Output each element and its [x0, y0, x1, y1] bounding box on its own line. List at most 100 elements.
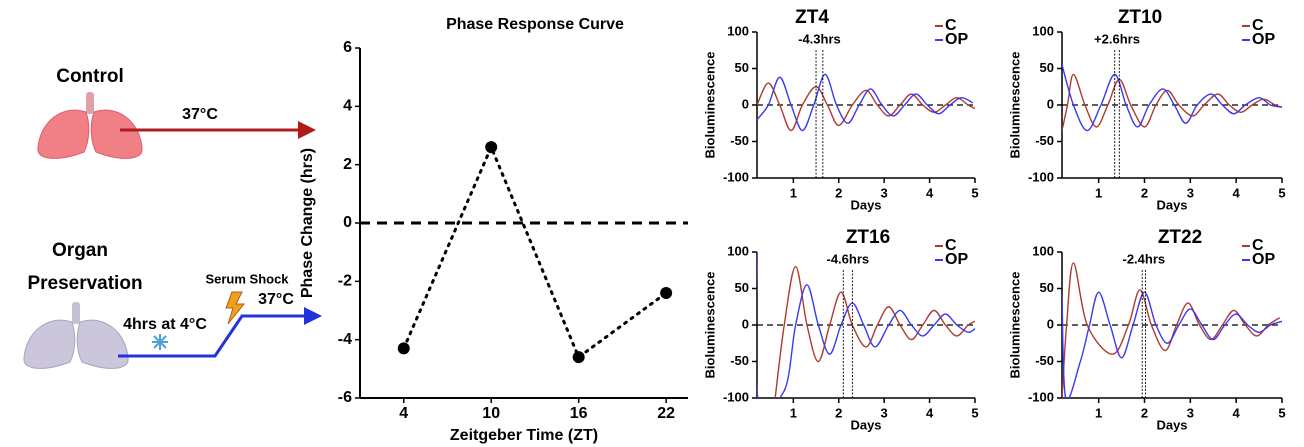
x-tick-label: 3: [881, 405, 888, 420]
y-tick-label: 0: [742, 96, 749, 111]
x-tick-label: 5: [1278, 185, 1285, 200]
series-line: [774, 265, 975, 398]
x-tick-label: 4: [1233, 405, 1241, 420]
snowflake-icon: [152, 334, 168, 350]
x-tick-label: 5: [1278, 405, 1285, 420]
x-tick-label: 22: [657, 405, 675, 422]
point: [660, 287, 673, 299]
legend-label: OP: [1252, 31, 1275, 48]
point: [572, 351, 585, 364]
x-tick-label: 16: [570, 405, 588, 422]
y-tick-label: 6: [343, 39, 352, 56]
x-tick-label: 3: [1187, 185, 1194, 200]
x-tick-label: 1: [790, 185, 797, 200]
x-tick-label: 10: [482, 405, 500, 422]
x-axis-label: Days: [1156, 417, 1187, 432]
x-tick-label: 1: [790, 405, 797, 420]
series-line: [1062, 291, 1282, 398]
annotation: -4.6hrs: [827, 251, 870, 266]
y-axis-label: Bioluminescence: [702, 272, 717, 379]
y-tick-label: 50: [1040, 280, 1054, 295]
legend-label: C: [945, 237, 957, 254]
y-axis-label: Bioluminescence: [1007, 272, 1022, 379]
arrow-head: [304, 307, 322, 325]
preservation-arrow: [118, 314, 305, 358]
y-tick-label: 100: [1032, 243, 1054, 258]
x-tick-label: 2: [1141, 405, 1148, 420]
y-tick-label: -6: [338, 389, 352, 406]
legend-label: C: [1252, 237, 1264, 254]
cold-label: 4hrs at 4°C: [123, 316, 207, 333]
x-tick-label: 2: [1141, 185, 1148, 200]
x-axis-label: Days: [850, 197, 881, 212]
x-tick-label: 4: [926, 405, 934, 420]
y-tick-label: 50: [1040, 60, 1054, 75]
y-tick-label: 0: [1047, 316, 1054, 331]
y-tick-label: -100: [723, 389, 749, 404]
y-tick-label: 100: [1032, 23, 1054, 38]
annotation: -4.3hrs: [798, 31, 841, 46]
y-tick-label: -50: [1035, 133, 1054, 148]
chart-title: ZT22: [1158, 227, 1202, 248]
control-label: Control: [56, 66, 124, 87]
x-tick-label: 4: [399, 405, 408, 422]
y-tick-label: 0: [343, 214, 352, 231]
chart-title: Phase Response Curve: [446, 16, 624, 33]
arrow-head: [298, 121, 316, 139]
chart: ZT4 -100 -50 0 50 100 1 2 3 4 5 Days Bioluminescence…: [702, 7, 978, 212]
x-tick-label: 4: [926, 185, 934, 200]
chart-title: ZT4: [795, 7, 829, 28]
chart: ZT22 -100 -50 0 50 100 1 2 3 4 5 Days Bioluminescenc…: [1007, 227, 1285, 432]
legend-label: OP: [945, 251, 968, 268]
chart-title: ZT16: [846, 227, 890, 248]
organ-label: Preservation: [27, 273, 142, 294]
y-tick-label: -4: [338, 331, 352, 348]
diagram: Control 37°C Organ Preservation 4hrs at …: [23, 66, 322, 369]
x-tick-label: 1: [1095, 185, 1102, 200]
series-line: [1062, 64, 1282, 132]
x-tick-label: 5: [971, 185, 978, 200]
series-line: [402, 143, 668, 360]
annotation: +2.6hrs: [1094, 31, 1140, 46]
series-line: [757, 252, 975, 398]
organ-label: Organ: [52, 240, 108, 261]
y-tick-label: -50: [730, 353, 749, 368]
legend-label: OP: [945, 31, 968, 48]
y-axis-label: Bioluminescence: [702, 52, 717, 159]
x-tick-label: 2: [835, 185, 842, 200]
x-tick-label: 4: [1233, 185, 1241, 200]
series-line: [757, 82, 975, 132]
series-line: [1062, 73, 1282, 131]
x-tick-label: 1: [1095, 405, 1102, 420]
x-axis-label: Zeitgeber Time (ZT): [450, 427, 598, 444]
point: [397, 342, 410, 355]
y-tick-label: -2: [338, 273, 352, 290]
lung-icon: [23, 302, 129, 369]
warm-temp: 37°C: [258, 291, 294, 308]
x-tick-label: 3: [1187, 405, 1194, 420]
legend-label: OP: [1252, 251, 1275, 268]
y-tick-label: 0: [742, 316, 749, 331]
y-tick-label: 2: [343, 156, 352, 173]
y-tick-label: 50: [735, 280, 749, 295]
x-tick-label: 2: [835, 405, 842, 420]
chart: Phase Response Curve -6 -4 -2 0 2 4 6 4 10 16 22 Zei…: [299, 16, 688, 444]
y-tick-label: -100: [723, 169, 749, 184]
y-axis-label: Bioluminescence: [1007, 52, 1022, 159]
y-tick-label: -100: [1028, 169, 1054, 184]
lung-icon: [37, 92, 143, 159]
point: [485, 141, 498, 154]
x-axis-label: Days: [1156, 197, 1187, 212]
control-temp: 37°C: [182, 106, 218, 123]
chart: ZT10 -100 -50 0 50 100 1 2 3 4 5 Days Bioluminescenc…: [1007, 7, 1285, 212]
series-line: [757, 73, 974, 132]
legend-label: C: [1252, 17, 1264, 34]
annotation: -2.4hrs: [1122, 251, 1165, 266]
lightning-icon: [225, 291, 246, 325]
x-axis-label: Days: [850, 417, 881, 432]
x-tick-label: 5: [971, 405, 978, 420]
y-tick-label: 4: [343, 98, 352, 115]
y-tick-label: -100: [1028, 389, 1054, 404]
legend-label: C: [945, 17, 957, 34]
